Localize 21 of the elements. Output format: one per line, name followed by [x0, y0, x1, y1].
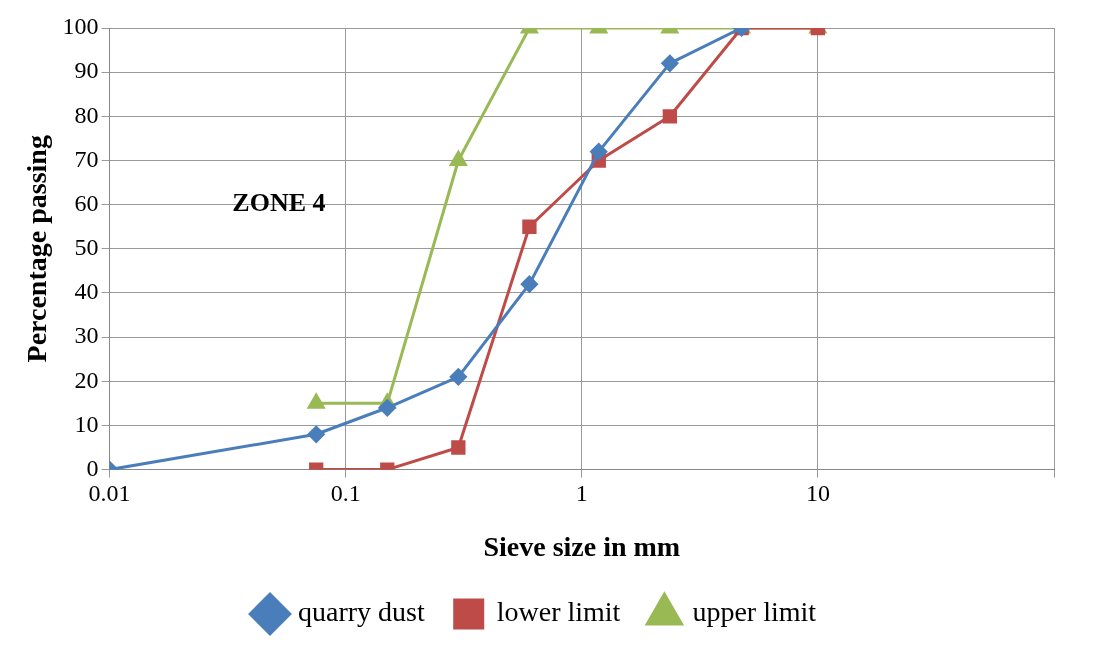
x-tick-label: 1 — [575, 480, 588, 507]
y-tick-label: 10 — [74, 410, 99, 437]
y-tick-label: 70 — [74, 145, 99, 172]
y-tick-label: 100 — [62, 13, 99, 40]
y-axis-title: Percentage passing — [21, 135, 53, 363]
x-axis-title: Sieve size in mm — [483, 531, 681, 563]
y-tick-label: 20 — [74, 366, 99, 393]
legend-label: quarry dust — [297, 596, 425, 628]
y-tick-label: 0 — [86, 454, 99, 481]
x-tick-label: 10 — [805, 480, 830, 507]
y-tick-label: 60 — [74, 189, 99, 216]
annotation: ZONE 4 — [232, 188, 326, 218]
legend-label: lower limit — [496, 596, 621, 628]
y-tick-label: 80 — [74, 101, 99, 128]
y-tick-label: 50 — [74, 234, 99, 261]
x-tick-label: 0.1 — [330, 480, 361, 507]
x-tick-label: 0.01 — [88, 480, 131, 507]
y-tick-label: 40 — [74, 278, 99, 305]
y-tick-label: 30 — [74, 322, 99, 349]
legend-label: upper limit — [692, 596, 817, 628]
y-tick-label: 90 — [74, 57, 99, 84]
